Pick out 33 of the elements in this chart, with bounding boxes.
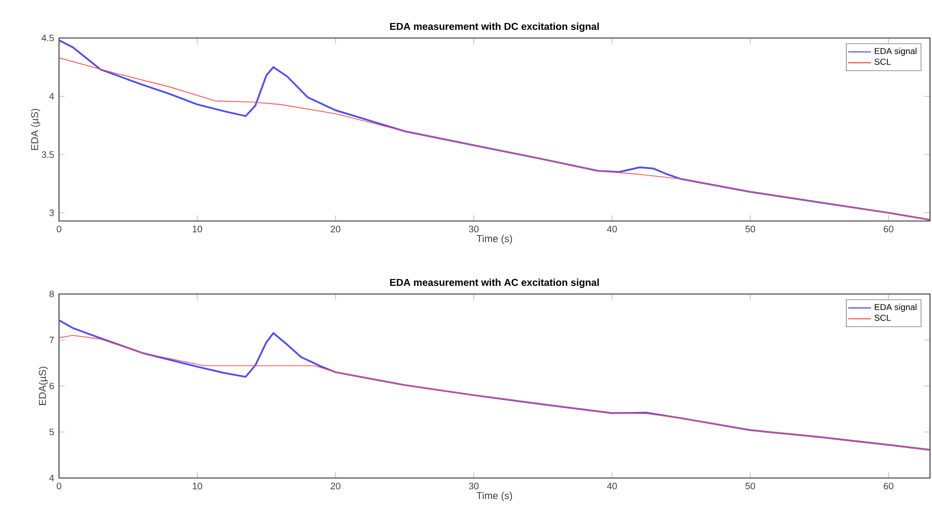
x-tick-label: 50 — [745, 482, 756, 490]
legend-label: SCL — [874, 58, 891, 65]
y-tick-label: 3.5 — [42, 151, 54, 158]
y-axis-title: EDA (µS) — [30, 108, 40, 150]
legend-label: EDA signal — [874, 48, 916, 56]
x-tick-label: 0 — [56, 226, 62, 232]
y-tick-label: 6 — [50, 382, 54, 390]
y-tick-label: 4.5 — [42, 34, 54, 42]
x-tick-label: 10 — [192, 226, 202, 232]
y-tick-label: 8 — [50, 290, 54, 298]
legend-label: EDA signal — [874, 304, 916, 312]
x-tick-label: 50 — [745, 226, 756, 232]
x-tick-label: 60 — [884, 482, 894, 490]
x-tick-label: 0 — [56, 482, 62, 490]
x-axis-title: Time (s) — [476, 234, 512, 244]
x-tick-label: 60 — [884, 226, 894, 232]
y-tick-label: 4 — [49, 93, 54, 100]
y-tick-label: 7 — [50, 336, 54, 344]
x-tick-label: 30 — [468, 226, 479, 232]
y-tick-label: 3 — [49, 210, 54, 216]
chart-title: EDA measurement with AC excitation signal — [390, 278, 599, 288]
y-tick-label: 4 — [49, 474, 54, 482]
x-axis-title: Time (s) — [476, 492, 512, 502]
x-tick-label: 40 — [607, 482, 617, 490]
x-tick-label: 20 — [330, 482, 340, 490]
x-tick-label: 30 — [468, 482, 479, 490]
legend-label: SCL — [874, 314, 891, 321]
y-tick-label: 5 — [49, 428, 54, 436]
x-tick-label: 10 — [192, 482, 202, 490]
x-tick-label: 40 — [607, 226, 617, 232]
x-tick-label: 20 — [330, 226, 340, 232]
y-axis-title: EDA(µS) — [38, 366, 48, 405]
chart-title: EDA measurement with DC excitation signal — [390, 22, 599, 32]
